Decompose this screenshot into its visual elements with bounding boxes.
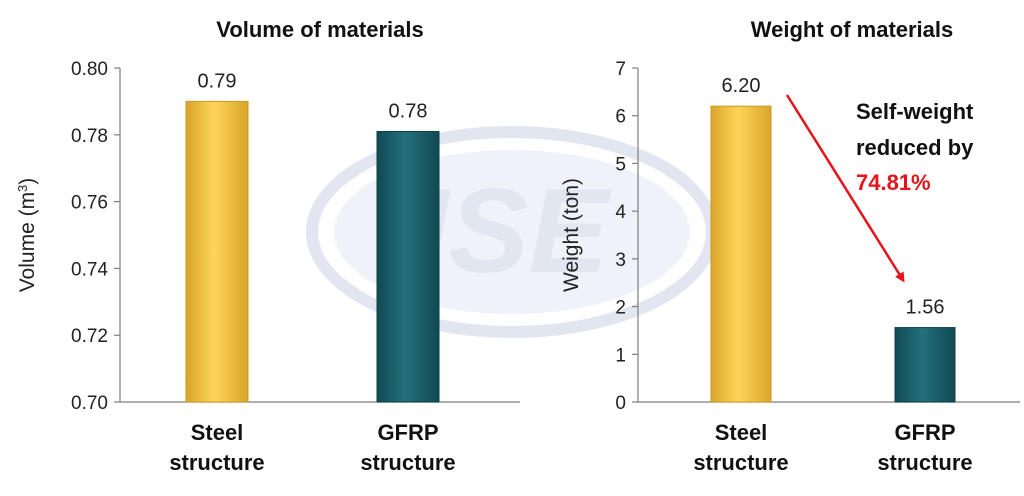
weight-chart: Weight of materials Weight (ton) 0 1 2 3 4 5 6…	[560, 17, 1020, 475]
data-label: 0.78	[389, 100, 428, 122]
y-tick-label: 3	[615, 250, 626, 271]
chart-title: Weight of materials	[751, 17, 954, 42]
category-label-line1: GFRP	[894, 420, 955, 445]
watermark-logo-text: ISE	[415, 164, 612, 298]
y-axis-label: Weight (ton)	[560, 178, 583, 292]
y-tick-label: 6	[615, 107, 626, 128]
annotation-line-2: reduced by	[856, 135, 974, 160]
bar	[894, 327, 956, 403]
y-tick-label: 0.76	[71, 193, 108, 214]
category-label-line1: GFRP	[377, 420, 438, 445]
category-labels: Steel structure GFRP structure	[169, 420, 455, 475]
y-tick-label: 7	[615, 59, 626, 80]
y-tick-label: 0.70	[71, 393, 108, 414]
annotation-line-1: Self-weight	[856, 99, 974, 124]
y-tick-label: 2	[615, 298, 626, 319]
category-label-line1: Steel	[191, 420, 244, 445]
category-label-line2: structure	[877, 450, 972, 475]
bars	[185, 100, 440, 403]
watermark-logo: ISE	[306, 126, 718, 338]
y-tick-label: 0.74	[71, 259, 108, 280]
bar	[710, 105, 772, 403]
reduction-arrow	[785, 94, 905, 283]
category-label-line1: Steel	[715, 420, 768, 445]
annotation-percent: 74.81%	[856, 170, 931, 195]
category-label-line2: structure	[169, 450, 264, 475]
axes	[632, 67, 1020, 403]
data-labels: 6.20 1.56	[722, 75, 945, 318]
y-tick-label: 0.80	[71, 59, 108, 80]
category-label-line2: structure	[693, 450, 788, 475]
y-tick-label: 4	[615, 202, 626, 223]
data-label: 6.20	[722, 75, 761, 97]
category-label-line2: structure	[360, 450, 455, 475]
bars	[710, 105, 956, 403]
y-tick-label: 0	[615, 393, 626, 414]
y-tick-label: 5	[615, 154, 626, 175]
bar	[185, 100, 249, 403]
y-tick-labels: 0 1 2 3 4 5 6 7	[615, 59, 626, 414]
y-axis-label: Volume (m3)	[15, 178, 40, 293]
data-labels: 0.79 0.78	[198, 70, 428, 122]
data-label: 1.56	[906, 297, 945, 319]
chart-title: Volume of materials	[216, 17, 423, 42]
bar	[376, 130, 440, 403]
y-tick-label: 1	[615, 345, 626, 366]
y-tick-labels: 0.70 0.72 0.74 0.76 0.78 0.80	[71, 59, 108, 414]
volume-chart: Volume of materials Volume (m3) 0.70 0.72…	[15, 17, 520, 475]
category-labels: Steel structure GFRP structure	[693, 420, 972, 475]
y-tick-label: 0.78	[71, 126, 108, 147]
data-label: 0.79	[198, 70, 237, 92]
y-tick-label: 0.72	[71, 326, 108, 347]
